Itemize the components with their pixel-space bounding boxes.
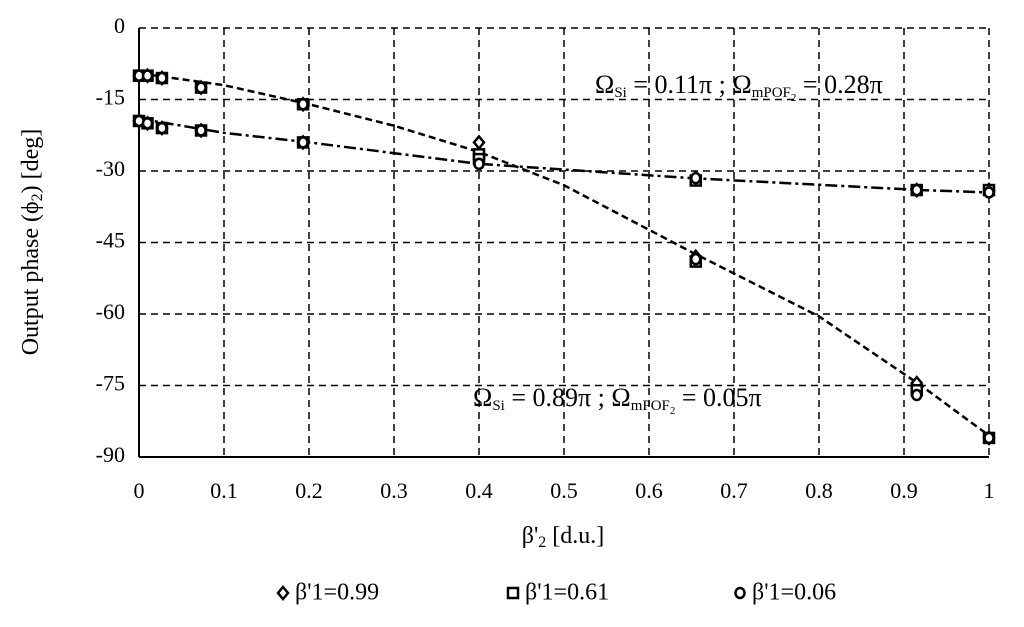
point (195, 81, 207, 94)
y-tick-label: -45 (96, 228, 125, 253)
point (690, 252, 702, 266)
y-tick-label: -60 (96, 299, 125, 324)
y-axis-label: Output phase (ϕ2) [deg] (18, 129, 46, 356)
plot (132, 27, 996, 458)
x-label-part: β' (522, 523, 539, 549)
x-tick-label: 0.9 (890, 478, 918, 503)
point (911, 183, 923, 197)
point (195, 124, 207, 137)
y-tick-label: -30 (96, 156, 125, 181)
point (156, 121, 168, 135)
x-tick-label: 0.4 (465, 478, 493, 503)
annotation-sub: Si (492, 398, 505, 414)
x-tick-label: 0.6 (635, 478, 663, 503)
legend-marker (734, 586, 746, 600)
x-tick-label: 1 (984, 478, 995, 503)
x-tick-label: 0.3 (380, 478, 408, 503)
x-axis-label: β'2 [d.u.] (522, 523, 605, 551)
annotation-subsub: 2 (791, 92, 797, 104)
x-tick-label: 0.2 (295, 478, 323, 503)
point (911, 388, 923, 402)
point (690, 171, 702, 185)
point (297, 98, 309, 111)
annotation-sub: mPOF (631, 398, 670, 414)
y-label-part: ) [deg] (18, 129, 44, 194)
point (983, 186, 995, 199)
annotation: ΩSi = 0.89π ; ΩmPOF2 = 0.05π (473, 383, 762, 417)
x-tick-label: 0 (134, 478, 145, 503)
annotation-part: = 0.11π ; Ω (627, 70, 752, 99)
legend-marker (276, 585, 290, 601)
annotation-sub: Si (614, 85, 627, 101)
annotation-part: Ω (473, 383, 492, 412)
point (472, 134, 486, 151)
y-tick-label: -90 (96, 442, 125, 467)
annotation-part: = 0.05π (675, 383, 761, 412)
x-tick-label: 0.8 (805, 478, 833, 503)
y-tick-label: -75 (96, 371, 125, 396)
point (141, 117, 154, 130)
point (156, 71, 168, 85)
annotation-part: = 0.28π (796, 70, 882, 99)
annotation-sub: mPOF (752, 85, 791, 101)
point (983, 431, 995, 445)
annotation-subsub: 2 (670, 405, 676, 417)
point (473, 157, 485, 171)
y-label-part: Output phase (ϕ (18, 201, 44, 355)
annotation-part: = 0.89π ; Ω (505, 383, 631, 412)
point (297, 136, 309, 149)
x-label-sub: 2 (538, 534, 546, 551)
point (141, 69, 154, 82)
x-tick-label: 0.5 (550, 478, 578, 503)
annotation-part: Ω (595, 70, 614, 99)
legend-marker (506, 586, 520, 600)
legend-label: β'1=0.61 (525, 580, 609, 606)
y-label-sub: 2 (29, 193, 46, 201)
y-tick-label: -15 (96, 85, 125, 110)
x-label-part: [d.u.] (546, 523, 604, 549)
annotation: ΩSi = 0.11π ; ΩmPOF2 = 0.28π (595, 70, 883, 104)
y-tick-label: 0 (114, 13, 125, 38)
legend-label: β'1=0.99 (295, 580, 379, 606)
x-tick-label: 0.1 (210, 478, 238, 503)
x-tick-label: 0.7 (720, 478, 748, 503)
legend-label: β'1=0.06 (752, 580, 836, 606)
